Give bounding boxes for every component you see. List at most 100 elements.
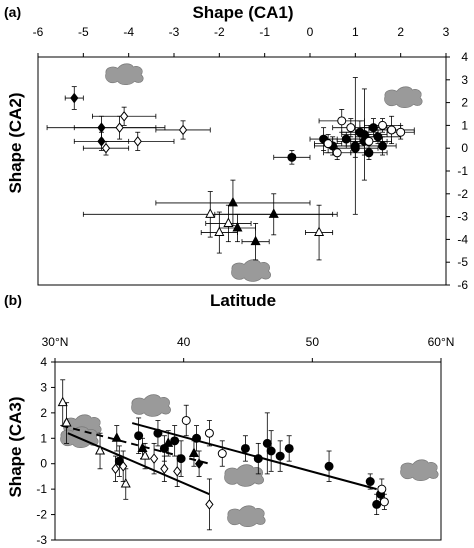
panel-b-label: (b) [4,292,22,308]
panel-b-y-tick-label: -2 [36,508,47,522]
panel-a-y-tick-label: 1 [461,118,468,132]
panel-a-series-open-circle [314,109,415,161]
filled-triangle-marker [111,432,122,442]
open-triangle-marker [61,416,72,427]
panel-b-plot-frame [54,361,442,541]
panel-b-x-tick-label: 50 [306,335,320,349]
open-diamond-marker [133,136,142,147]
body-shape-silhouette [231,259,271,282]
panel-b-y-tick-label: 3 [40,380,47,394]
panel-b-y-tick-label: 1 [40,431,47,445]
filled-triangle-marker [163,437,174,447]
panel-a-label: (a) [4,4,21,20]
panel-a-x-tick-label: 1 [352,25,359,39]
body-shape-silhouette [105,63,144,86]
panel-a-x-tick-label: -3 [169,25,180,39]
open-circle-marker [346,123,356,133]
filled-circle-marker [350,141,360,151]
panel-b-series-filled-circle [114,412,386,515]
panel-a-y-tick-label: 2 [461,96,468,110]
panel-a-x-tick-label: 3 [443,25,450,39]
open-triangle-marker [214,226,225,237]
panel-b-y-tick-label: -3 [36,533,47,547]
filled-triangle-marker [188,447,199,458]
panel-a-y-tick-label: -6 [457,278,468,292]
open-diamond-marker [173,466,182,477]
open-circle-marker [379,497,389,507]
filled-circle-marker [378,141,388,151]
filled-circle-marker [192,433,202,443]
panel-b-x-tick-label: 40 [177,335,191,349]
panel-b-series-open-triangle [57,379,151,500]
open-circle-marker [396,127,406,137]
body-shape-silhouette [400,459,439,482]
filled-circle-marker [262,438,272,448]
panel-a-y-tick-label: 0 [461,141,468,155]
panel-a-x-tick-label: -5 [78,25,89,39]
panel-b-y-tick-label: 2 [40,406,47,420]
open-triangle-marker [57,396,68,407]
filled-circle-marker [284,443,294,453]
filled-circle-marker [368,123,378,133]
open-triangle-marker [140,450,151,460]
open-circle-marker [364,136,374,146]
open-circle-marker [387,125,397,135]
open-diamond-marker [115,122,124,133]
panel-a-x-axis-title: Shape (CA1) [192,3,293,22]
open-triangle-marker [120,477,131,488]
panel-b-y-tick-label: 4 [40,355,47,369]
filled-circle-marker [134,431,144,441]
panel-b-y-tick-label: -1 [36,482,47,496]
regression-line-solid [131,422,377,491]
open-diamond-marker [111,463,120,475]
open-circle-marker [378,120,388,130]
regression-line-dashed [61,424,210,465]
panel-a-plot-frame [37,56,447,286]
panel-a: (a) Shape (CA1) Shape (CA2) -6 -5 -4 -3 -2 -1… [4,3,468,292]
panel-b: (b) Latitude Shape (CA3) 30°N 40 50 60°N 4 3 2… [4,291,454,547]
panel-a-y-tick-label: -4 [457,232,468,246]
panel-b-x-tick-label: 30°N [42,335,69,349]
panel-b-y-tick-label: 0 [40,457,47,471]
open-circle-marker [217,449,227,459]
filled-circle-marker [364,148,374,158]
panel-b-y-axis-title: Shape (CA3) [6,396,25,497]
open-diamond-marker [149,453,159,464]
panel-b-series-filled-triangle [111,425,199,467]
panel-a-y-tick-label: -5 [457,255,468,269]
filled-triangle-marker [268,208,279,218]
open-circle-marker [181,415,191,425]
open-diamond-marker [205,499,214,510]
panel-b-x-tick-label: 60°N [428,335,455,349]
filled-circle-marker [275,451,285,461]
open-triangle-marker [205,208,216,218]
panel-a-x-tick-label: 0 [307,25,314,39]
filled-circle-marker [373,132,383,142]
filled-circle-marker [170,436,180,446]
open-diamond-marker [119,460,128,472]
filled-circle-marker [253,454,263,464]
panel-a-x-tick-label: -2 [214,25,225,39]
filled-diamond-marker [70,92,79,104]
filled-circle-marker [266,446,276,456]
filled-triangle-marker [227,196,238,207]
panel-a-series-open-triangle [82,191,338,261]
body-shape-silhouette [131,394,171,417]
panel-a-y-tick-label: -2 [457,187,468,201]
body-shape-silhouette [384,86,423,109]
panel-b-series-filled-diamond [194,450,204,477]
filled-circle-marker [240,443,250,453]
panel-a-x-tick-label: -6 [33,25,44,39]
open-circle-marker [323,139,333,149]
panel-a-y-tick-label: -1 [457,164,468,178]
open-circle-marker [204,428,214,438]
filled-triangle-marker [250,235,261,246]
filled-triangle-marker [137,442,148,452]
open-diamond-marker [178,124,188,136]
body-shape-silhouette [224,464,264,487]
open-diamond-marker [160,463,169,475]
filled-triangle-marker [232,221,243,232]
panel-a-x-tick-label: 2 [397,25,404,39]
open-diamond-marker [101,142,111,154]
